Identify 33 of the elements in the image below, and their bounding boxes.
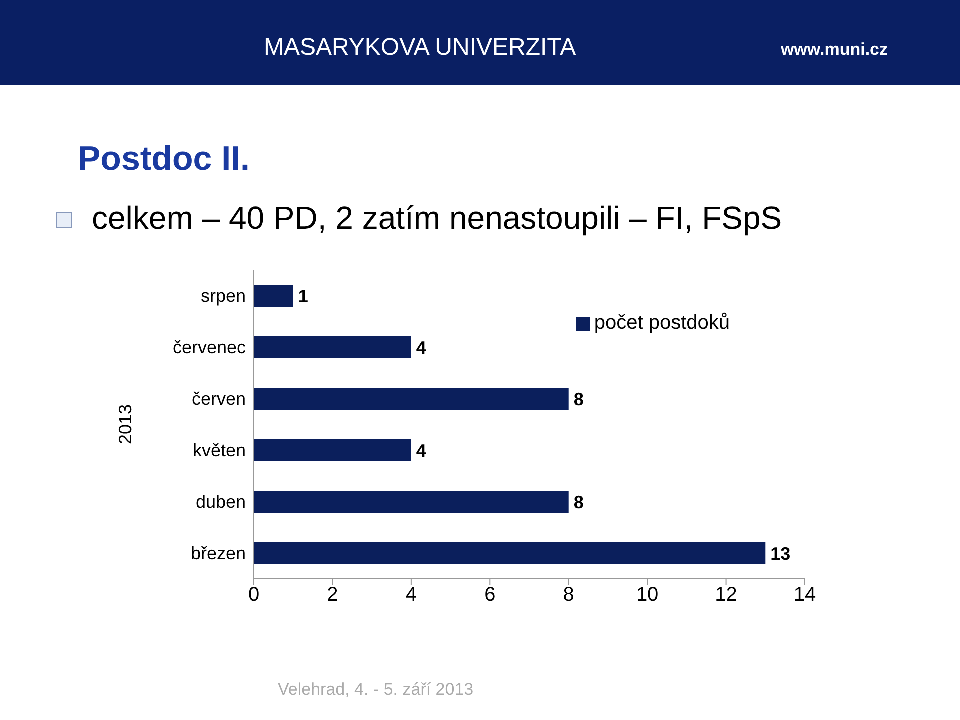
bar [254,440,412,462]
x-tick-label: 6 [484,584,496,606]
y-tick-label: červen [192,389,246,410]
data-label: 13 [770,544,791,564]
x-tick-label: 4 [406,584,417,606]
x-tick-label: 12 [715,584,738,606]
data-label: 4 [416,338,426,358]
y-tick-label: duben [196,492,246,512]
x-tick-label: 2 [327,584,338,606]
bar [254,388,569,410]
bar [254,542,766,564]
text: MASARYKOVA UNIVERZITA [264,34,576,62]
data-label: 8 [574,389,584,410]
chart-title: Postdoc II. [78,140,250,179]
legend-label: počet postdoků [594,312,730,334]
y-tick-label: srpen [200,286,246,306]
data-label: 8 [574,492,584,512]
x-tick-label: 14 [794,584,816,606]
bar [254,336,412,358]
text: www.muni.cz [780,40,888,60]
text: Velehrad, 4. - 5. září 2013 [278,680,474,700]
x-tick-label: 0 [248,584,260,606]
y-tick-label: květen [192,440,246,461]
data-label: 4 [416,440,426,461]
data-label: 1 [298,286,308,306]
y-tick-label: červenec [172,338,246,358]
bar [254,285,294,307]
chart-subtitle: celkem – 40 PD, 2 zatím nenastoupili – FI, FSpS [92,200,782,237]
y-axis-title: 2013 [115,404,136,445]
x-tick-label: 10 [636,584,659,606]
bar [254,491,569,513]
x-tick-label: 8 [563,584,574,606]
y-tick-label: březen [190,544,246,564]
